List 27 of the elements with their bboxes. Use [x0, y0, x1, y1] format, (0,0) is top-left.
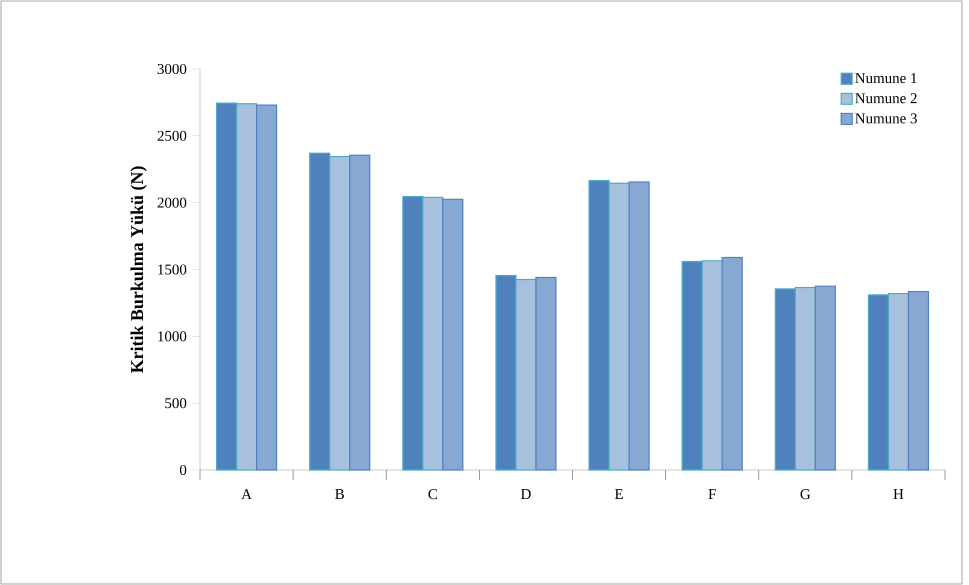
bar	[814, 286, 836, 471]
bar	[908, 290, 930, 471]
legend-label: Numune 1	[855, 73, 917, 84]
bar	[442, 198, 464, 471]
bar	[535, 276, 557, 471]
x-tick-label: F	[708, 489, 716, 499]
bar	[722, 256, 743, 471]
x-tick-label: A	[241, 489, 252, 500]
legend-label: Numune 3	[855, 113, 917, 124]
y-axis-title: Kritik Burkulma Yükü (N)	[130, 166, 147, 374]
x-tick-label: B	[335, 489, 344, 499]
y-tick-label: 3000	[158, 64, 186, 74]
bar	[349, 154, 370, 471]
x-tick-label: H	[893, 489, 904, 499]
y-tick-label: 1500	[158, 264, 186, 275]
bar	[628, 181, 650, 471]
x-tick-label: G	[800, 489, 810, 500]
y-tick-label: 1000	[158, 331, 186, 342]
y-tick-label: 2000	[158, 198, 186, 208]
x-tick-label: D	[520, 489, 531, 499]
y-tick-label: 0	[180, 464, 186, 476]
y-tick-label: 2500	[158, 130, 186, 141]
x-tick-label: E	[614, 489, 623, 499]
y-tick-label: 500	[165, 398, 186, 408]
bar	[256, 104, 278, 471]
x-tick-label: C	[428, 489, 437, 500]
legend-label: Numune 2	[855, 93, 917, 104]
